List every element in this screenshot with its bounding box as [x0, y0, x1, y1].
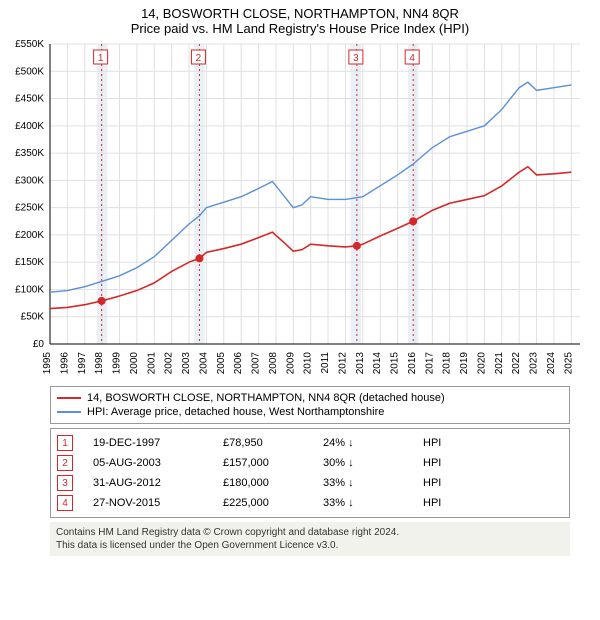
sale-delta: 33% ↓	[323, 497, 403, 509]
x-tick-label: 2024	[546, 352, 557, 375]
x-tick-label: 2019	[459, 352, 470, 375]
sale-number-box: 4	[57, 495, 73, 511]
x-tick-label: 2022	[511, 352, 522, 375]
chart-title-1: 14, BOSWORTH CLOSE, NORTHAMPTON, NN4 8QR	[0, 0, 600, 21]
sale-date: 27-NOV-2015	[93, 497, 203, 509]
x-tick-label: 1998	[94, 352, 105, 375]
x-tick-label: 2012	[337, 352, 348, 375]
y-tick-label: £250K	[15, 203, 44, 214]
sale-delta: 33% ↓	[323, 477, 403, 489]
y-tick-label: £100K	[15, 284, 44, 295]
y-tick-label: £550K	[15, 40, 44, 50]
x-tick-label: 1996	[59, 352, 70, 375]
sale-vs-label: HPI	[423, 437, 453, 449]
sale-price: £78,950	[223, 437, 303, 449]
y-tick-label: £300K	[15, 175, 44, 186]
x-tick-label: 2004	[198, 352, 209, 375]
x-tick-label: 1999	[112, 352, 123, 375]
sale-number-box: 2	[57, 455, 73, 471]
x-tick-label: 2008	[268, 352, 279, 375]
legend-item: HPI: Average price, detached house, West…	[57, 405, 563, 419]
y-tick-label: £50K	[21, 312, 45, 323]
sale-date: 19-DEC-1997	[93, 437, 203, 449]
legend-swatch	[57, 411, 81, 413]
sale-price: £180,000	[223, 477, 303, 489]
x-tick-label: 2025	[563, 352, 574, 375]
sale-vs-label: HPI	[423, 457, 453, 469]
x-tick-label: 2009	[285, 352, 296, 375]
x-tick-label: 2006	[233, 352, 244, 375]
sales-table: 1 19-DEC-1997 £78,950 24% ↓ HPI 2 05-AUG-2003 £…	[50, 428, 570, 518]
x-tick-label: 2014	[372, 352, 383, 375]
sale-number-box: 1	[57, 435, 73, 451]
sale-date: 31-AUG-2012	[93, 477, 203, 489]
chart-title-2: Price paid vs. HM Land Registry's House …	[0, 21, 600, 40]
sale-row: 2 05-AUG-2003 £157,000 30% ↓ HPI	[57, 453, 563, 473]
x-tick-label: 2017	[424, 352, 435, 375]
sale-delta: 24% ↓	[323, 437, 403, 449]
sale-row: 3 31-AUG-2012 £180,000 33% ↓ HPI	[57, 473, 563, 493]
x-tick-label: 2000	[129, 352, 140, 375]
y-tick-label: £350K	[15, 148, 44, 159]
x-tick-label: 2013	[355, 352, 366, 375]
sale-marker-label: 4	[409, 53, 415, 64]
x-tick-label: 2007	[251, 352, 262, 375]
x-tick-label: 2002	[164, 352, 175, 375]
legend-box: 14, BOSWORTH CLOSE, NORTHAMPTON, NN4 8QR…	[50, 386, 570, 424]
legend-label: 14, BOSWORTH CLOSE, NORTHAMPTON, NN4 8QR…	[87, 392, 445, 404]
y-tick-label: £200K	[15, 230, 44, 241]
x-tick-label: 2021	[494, 352, 505, 375]
sale-price: £225,000	[223, 497, 303, 509]
sale-price: £157,000	[223, 457, 303, 469]
sale-marker-label: 2	[196, 53, 202, 64]
x-tick-label: 2023	[529, 352, 540, 375]
legend-item: 14, BOSWORTH CLOSE, NORTHAMPTON, NN4 8QR…	[57, 391, 563, 405]
sale-date: 05-AUG-2003	[93, 457, 203, 469]
line-chart: £0 £50K £100K £150K £200K £250K £300K £350K £400…	[0, 40, 600, 380]
x-tick-label: 2005	[216, 352, 227, 375]
y-tick-label: £500K	[15, 66, 44, 77]
sale-marker-label: 1	[98, 53, 104, 64]
x-tick-label: 2001	[146, 352, 157, 375]
sale-row: 4 27-NOV-2015 £225,000 33% ↓ HPI	[57, 493, 563, 513]
sale-vs-label: HPI	[423, 497, 453, 509]
y-tick-label: £400K	[15, 121, 44, 132]
x-tick-label: 1995	[42, 352, 53, 375]
x-tick-label: 2016	[407, 352, 418, 375]
sale-vs-label: HPI	[423, 477, 453, 489]
sale-marker-label: 3	[353, 53, 359, 64]
footer-line-1: Contains HM Land Registry data © Crown c…	[56, 526, 564, 539]
x-tick-label: 1997	[77, 352, 88, 375]
footer-note: Contains HM Land Registry data © Crown c…	[50, 522, 570, 556]
legend-swatch	[57, 397, 81, 399]
x-tick-label: 2003	[181, 352, 192, 375]
x-tick-label: 2018	[442, 352, 453, 375]
legend-label: HPI: Average price, detached house, West…	[87, 406, 384, 418]
y-tick-label: £0	[33, 339, 45, 350]
sale-row: 1 19-DEC-1997 £78,950 24% ↓ HPI	[57, 433, 563, 453]
x-tick-label: 2015	[390, 352, 401, 375]
x-tick-label: 2011	[320, 352, 331, 374]
footer-line-2: This data is licensed under the Open Gov…	[56, 539, 564, 552]
sale-number-box: 3	[57, 475, 73, 491]
y-tick-label: £150K	[15, 257, 44, 268]
y-tick-label: £450K	[15, 94, 44, 105]
x-tick-label: 2020	[476, 352, 487, 375]
chart-container: £0 £50K £100K £150K £200K £250K £300K £350K £400…	[0, 40, 600, 380]
sale-delta: 30% ↓	[323, 457, 403, 469]
x-tick-label: 2010	[303, 352, 314, 375]
